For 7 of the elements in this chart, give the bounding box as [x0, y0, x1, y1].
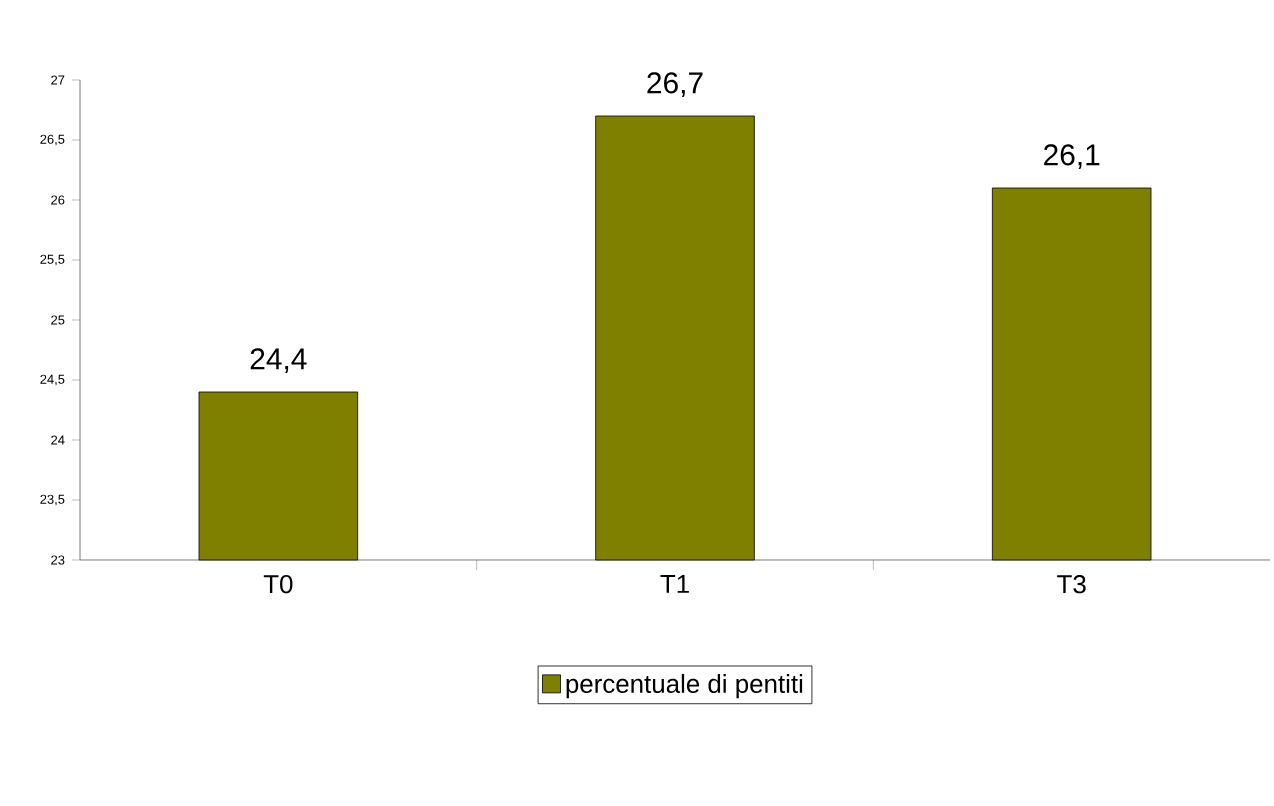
x-tick-label: T0 [263, 575, 293, 594]
x-tick-label: T3 [1057, 575, 1086, 594]
x-tick-label: T1 [660, 575, 689, 593]
data-label: 26,7 [647, 72, 703, 97]
data-label: 26,1 [1044, 144, 1100, 169]
legend-label: percentuale di pentiti [566, 673, 803, 699]
data-label: 24,4 [250, 348, 307, 373]
